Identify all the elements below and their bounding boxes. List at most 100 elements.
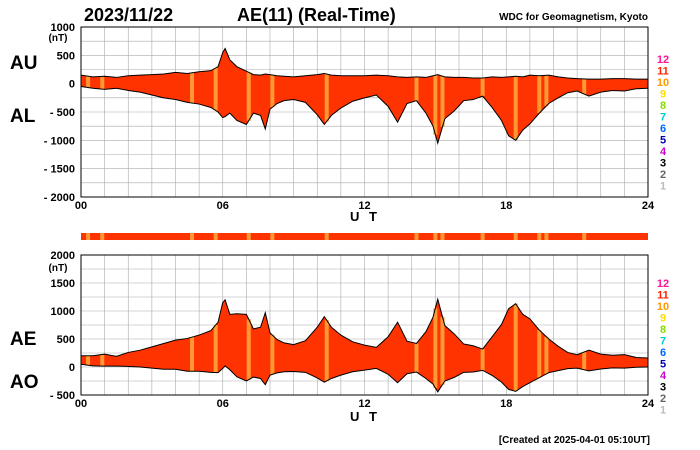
- ae-ao-station-dip: [246, 319, 251, 380]
- au-al-fill: [81, 48, 648, 144]
- au-al-station-dip: [270, 74, 275, 108]
- au-al-x-axis-label: U T: [350, 209, 380, 224]
- ae-ao-y-tick-label: 1000: [51, 306, 75, 318]
- ae-ao-station-dip: [582, 351, 587, 370]
- station-count-legend-item: 4: [660, 370, 667, 382]
- station-availability-bar: [81, 233, 648, 240]
- created-timestamp: [Created at 2025-04-01 05:10UT]: [499, 435, 650, 446]
- ae-ao-station-dip: [86, 355, 91, 366]
- au-al-y-ticks: 1000 500 0 - 500 - 1000 - 1500 - 2000: [44, 22, 75, 204]
- ae-ao-y-ticks: 2000 1500 1000 500 0 - 500: [50, 250, 75, 402]
- station-count-legend-item: 1: [660, 405, 666, 417]
- station-bar-dip: [86, 233, 91, 240]
- station-bar-dip: [480, 233, 485, 240]
- au-al-station-dip: [190, 72, 195, 104]
- ae-ao-frame: [80, 254, 649, 396]
- au-al-frame: [80, 26, 649, 198]
- ae-ao-station-dip: [433, 308, 438, 388]
- ae-ao-x-tick-label: 00: [75, 398, 87, 410]
- station-bar-dip: [100, 233, 105, 240]
- ae-ao-station-dip: [440, 316, 445, 385]
- station-bar-dip: [537, 233, 542, 240]
- ae-ao-x-tick-label: 06: [217, 398, 229, 410]
- au-al-x-tick-label: 12: [358, 200, 370, 212]
- au-al-y-tick-label: - 2000: [44, 192, 75, 204]
- au-al-station-dip: [537, 75, 542, 114]
- station-count-legend-item: 7: [660, 112, 666, 124]
- au-al-band: [81, 48, 648, 144]
- ae-ao-x-tick-label: 18: [500, 398, 512, 410]
- ae-ao-y-tick-label: 2000: [51, 250, 75, 262]
- au-al-station-dip: [544, 75, 549, 106]
- station-bar-dip: [544, 233, 549, 240]
- au-al-station-dip: [480, 78, 485, 97]
- chart-date: 2023/11/22: [84, 5, 173, 25]
- au-al-y-tick-label: - 1500: [44, 164, 75, 176]
- au-al-station-dip: [440, 76, 445, 127]
- data-source: WDC for Geomagnetism, Kyoto: [499, 12, 648, 23]
- au-al-y-tick-label: - 500: [50, 107, 75, 119]
- station-bar-base: [81, 233, 648, 240]
- station-count-legend-item: 10: [657, 77, 669, 89]
- au-al-station-dips: [86, 67, 587, 141]
- station-count-legend-item: 8: [660, 324, 666, 336]
- station-bar-dip: [414, 233, 419, 240]
- ae-series-label: AE: [10, 329, 36, 350]
- al-series-line: [80, 86, 649, 145]
- station-bar-dip: [246, 233, 251, 240]
- ae-ao-station-dip: [414, 343, 419, 373]
- station-bar-dip: [440, 233, 445, 240]
- station-bar-dip: [270, 233, 275, 240]
- au-al-y-tick-label: - 1000: [44, 135, 75, 147]
- ao-series-label: AO: [10, 372, 39, 393]
- ae-ao-station-dip: [480, 349, 485, 371]
- au-al-station-dip: [433, 75, 438, 135]
- station-count-legend-item: 6: [660, 123, 666, 135]
- au-al-station-dip: [324, 74, 329, 122]
- station-count-legend-item: 9: [660, 313, 666, 325]
- ae-ao-unit-label: (nT): [49, 263, 68, 274]
- ae-ao-station-dip: [100, 354, 105, 367]
- au-al-station-dip: [213, 67, 218, 111]
- ae-ao-station-dip: [537, 330, 542, 378]
- station-count-legend-item: 8: [660, 100, 666, 112]
- ae-ao-x-tick-label: 12: [358, 398, 370, 410]
- ae-ao-station-dips: [86, 303, 587, 392]
- station-count-legend-item: 11: [657, 66, 669, 78]
- station-count-legend-item: 4: [660, 146, 667, 158]
- station-count-legend-item: 10: [657, 301, 669, 313]
- station-count-legend-item: 11: [657, 290, 669, 302]
- station-count-legend-item: 12: [657, 54, 669, 66]
- au-al-station-dip: [246, 72, 251, 121]
- station-bar-dip: [190, 233, 195, 240]
- au-series-line: [80, 47, 648, 80]
- station-count-legend-item: 2: [660, 169, 666, 181]
- ae-ao-grid: [81, 255, 648, 395]
- station-count-legend-item: 3: [660, 382, 666, 394]
- al-series-label: AL: [10, 106, 36, 127]
- ae-ao-y-tick-label: 1500: [51, 278, 75, 290]
- station-count-legend-item: 2: [660, 393, 666, 405]
- au-al-y-tick-label: 500: [57, 50, 75, 62]
- station-bar-dip: [513, 233, 518, 240]
- station-count-legend-item: 12: [657, 278, 669, 290]
- ae-ao-station-dip: [513, 303, 518, 392]
- au-series-label: AU: [10, 53, 37, 74]
- ae-ao-x-tick-label: 24: [642, 398, 655, 410]
- ae-ao-station-dip: [270, 335, 275, 375]
- au-al-y-tick-label: 0: [69, 79, 75, 91]
- station-count-legend-item: 5: [660, 359, 666, 371]
- au-al-x-tick-label: 24: [642, 200, 655, 212]
- au-al-station-dip: [513, 76, 518, 141]
- ae-ao-x-axis-label: U T: [350, 409, 380, 424]
- ae-ao-station-dip: [544, 336, 549, 374]
- au-al-station-dip: [414, 76, 419, 101]
- chart-title: AE(11) (Real-Time): [237, 5, 396, 25]
- au-al-station-dip: [582, 78, 587, 95]
- station-bar-dip: [213, 233, 218, 240]
